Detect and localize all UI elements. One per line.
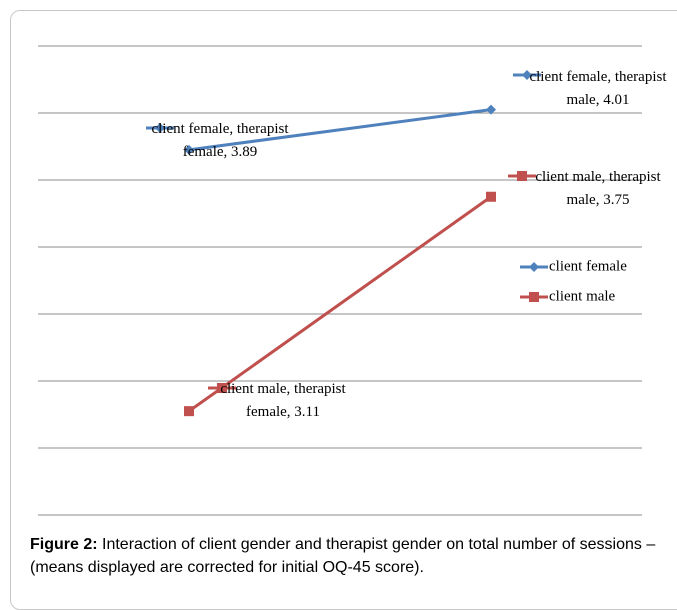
series-line bbox=[188, 195, 492, 413]
caption-label: Figure 2: bbox=[30, 536, 98, 553]
legend-marker bbox=[529, 292, 539, 302]
legend-marker bbox=[155, 123, 165, 133]
legend-marker bbox=[517, 171, 527, 181]
marker bbox=[184, 406, 194, 417]
caption: Figure 2: Interaction of client gender a… bbox=[30, 533, 660, 579]
legend-label: client male bbox=[549, 288, 616, 304]
data-label: client male, therapist male, 3.75 bbox=[535, 169, 661, 208]
data-label: client female, therapist male, 4.01 bbox=[529, 69, 667, 108]
page: client female client male Figure 2: Inter… bbox=[10, 10, 677, 610]
legend-marker bbox=[522, 70, 532, 80]
marker bbox=[486, 191, 496, 202]
marker bbox=[184, 144, 194, 155]
legend-marker bbox=[529, 262, 539, 272]
data-label: client male, therapist female, 3.11 bbox=[220, 381, 346, 420]
marker bbox=[486, 104, 496, 115]
legend-label: client female bbox=[549, 258, 627, 274]
series-line bbox=[188, 108, 492, 152]
legend-marker bbox=[217, 383, 227, 393]
chart: client female client male bbox=[38, 45, 642, 516]
caption-text: Interaction of client gender and therapi… bbox=[30, 536, 656, 576]
data-label: client female, therapist female, 3.89 bbox=[151, 121, 289, 160]
